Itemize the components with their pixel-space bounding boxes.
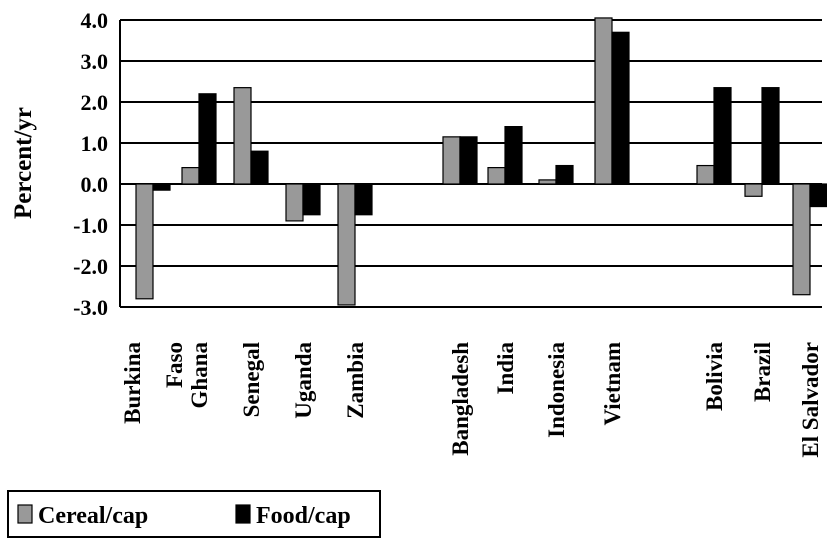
- y-tick-label: 4.0: [81, 8, 109, 33]
- y-tick-label: -1.0: [73, 213, 108, 238]
- bar-cereal-cap-0: [135, 183, 154, 300]
- bar-cereal-cap-1: [181, 167, 200, 185]
- y-tick-label: 0.0: [81, 172, 109, 197]
- legend-box: [7, 490, 381, 538]
- legend-swatch: [235, 504, 251, 524]
- bar-cereal-cap-3: [285, 183, 304, 222]
- bars: [135, 17, 827, 306]
- y-tick-label: -3.0: [73, 295, 108, 320]
- category-label: Indonesia: [544, 342, 569, 438]
- category-label: Ghana: [187, 342, 212, 409]
- bar-food-cap-8: [611, 31, 630, 185]
- category-label: Bangladesh: [448, 342, 473, 456]
- legend-label: Cereal/cap: [38, 503, 148, 529]
- bar-food-cap-11: [809, 183, 827, 208]
- bar-cereal-cap-6: [487, 167, 506, 185]
- bar-cereal-cap-9: [696, 164, 715, 185]
- bar-food-cap-0: [152, 183, 171, 191]
- category-label: Zambia: [343, 342, 368, 419]
- bar-cereal-cap-4: [337, 183, 356, 306]
- bar-cereal-cap-2: [233, 87, 252, 185]
- bar-food-cap-3: [302, 183, 321, 216]
- category-label: Faso: [162, 342, 187, 388]
- y-tick-label: -2.0: [73, 254, 108, 279]
- legend-swatch: [17, 504, 33, 524]
- bar-food-cap-5: [459, 136, 478, 185]
- category-label: El Salvador: [798, 342, 823, 458]
- category-label: Brazil: [750, 342, 775, 402]
- bar-cereal-cap-8: [594, 17, 613, 185]
- bar-cereal-cap-5: [442, 136, 461, 185]
- category-labels: Burkina Faso Ghana Senegal Uganda Zambia Bangl…: [120, 342, 823, 458]
- bar-food-cap-6: [504, 125, 523, 185]
- category-label: Senegal: [239, 342, 264, 417]
- bar-cereal-cap-7: [538, 179, 557, 185]
- category-label: Vietnam: [600, 342, 625, 425]
- bar-cereal-cap-11: [792, 183, 811, 296]
- category-label: Bolivia: [702, 342, 727, 412]
- y-tick-label: 3.0: [81, 49, 109, 74]
- bar-food-cap-10: [761, 87, 780, 185]
- bar-food-cap-9: [713, 87, 732, 185]
- bar-food-cap-4: [354, 183, 373, 216]
- bar-cereal-cap-10: [744, 183, 763, 197]
- bar-food-cap-1: [198, 93, 217, 185]
- y-tick-labels: 4.0 3.0 2.0 1.0 0.0 -1.0 -2.0 -3.0: [73, 8, 108, 320]
- y-tick-label: 1.0: [81, 131, 109, 156]
- category-label: Burkina: [120, 342, 145, 424]
- legend: Cereal/cap Food/cap: [7, 490, 381, 538]
- bar-food-cap-7: [555, 164, 574, 185]
- y-tick-label: 2.0: [81, 90, 109, 115]
- category-label: Uganda: [291, 342, 316, 419]
- bar-food-cap-2: [250, 150, 269, 185]
- legend-label: Food/cap: [256, 503, 351, 529]
- category-label: India: [493, 342, 518, 395]
- y-axis-label: Percent/yr: [10, 107, 37, 219]
